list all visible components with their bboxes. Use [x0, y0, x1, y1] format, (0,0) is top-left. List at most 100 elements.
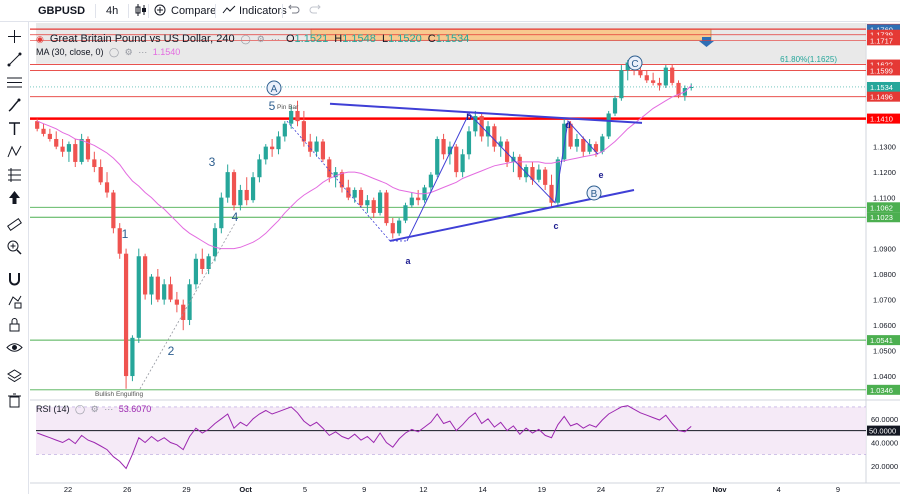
candle-body — [339, 172, 345, 188]
price-axis-label: 1.1100 — [873, 194, 895, 203]
circle-label-a: A — [271, 84, 278, 95]
candle-body — [73, 144, 78, 162]
close-value: 1.1534 — [435, 33, 470, 45]
drawing-toolbar — [0, 22, 29, 494]
candle-body — [676, 82, 681, 96]
rsi-value: 53.6070 — [118, 404, 152, 414]
eye-icon[interactable] — [6, 339, 23, 356]
bullish-engulfing-label: Bullish Engulfing — [95, 391, 143, 398]
eye-icon[interactable]: ◯ — [109, 47, 120, 57]
eye-icon[interactable]: ◯ — [75, 404, 86, 414]
candle-body — [403, 205, 408, 221]
wave-label-4: 4 — [232, 210, 239, 224]
high-value: 1.1548 — [342, 33, 376, 45]
trend-line-icon[interactable] — [6, 51, 23, 68]
indicators-icon[interactable] — [222, 3, 236, 19]
high-label: H — [334, 33, 343, 45]
candle-body — [663, 67, 668, 86]
pattern-icon[interactable] — [6, 143, 23, 160]
compare-button[interactable]: Compare — [171, 5, 217, 17]
candle-body — [79, 138, 84, 162]
indicators-button[interactable]: Indicators — [239, 5, 287, 17]
text-tool-icon[interactable] — [6, 120, 23, 137]
wave-label-2: 2 — [168, 344, 175, 358]
circle-label-c: C — [631, 59, 638, 70]
fib-retracement-icon[interactable] — [6, 74, 23, 91]
candle-body — [117, 228, 122, 254]
candle-body — [320, 141, 326, 160]
candle-body — [568, 123, 573, 147]
candle-body — [377, 192, 383, 213]
price-level-label: 1.1622 — [870, 61, 893, 70]
brush-icon[interactable] — [6, 97, 23, 114]
candle-body — [581, 138, 586, 152]
wave-label-5: 5 — [269, 99, 276, 113]
redo-icon[interactable] — [309, 3, 321, 19]
price-axis-label: 1.0500 — [873, 347, 896, 356]
lock-drawing-icon[interactable] — [6, 293, 23, 310]
price-level-badge — [867, 212, 900, 223]
candle-body — [454, 146, 459, 173]
wave-label-1: 1 — [122, 227, 129, 241]
candle-body — [485, 126, 491, 137]
settings-icon[interactable]: ⚙ — [256, 34, 265, 44]
price-level-badge — [867, 384, 900, 395]
compare-icon[interactable] — [153, 3, 167, 19]
circle-label-b-ring — [586, 185, 602, 201]
candle-body — [85, 138, 91, 160]
ma-legend: MA (30, close, 0) ◯ ⚙ ⋯ 1.1540 — [36, 47, 183, 58]
candle-body — [200, 258, 205, 269]
toolbar-divider — [282, 4, 283, 18]
ruler-icon[interactable] — [6, 216, 23, 233]
settings-icon[interactable]: ⚙ — [90, 404, 99, 414]
toolbar-divider — [148, 4, 149, 18]
more-icon[interactable]: ⋯ — [138, 47, 148, 57]
price-level-label: 1.1023 — [870, 213, 893, 222]
candle-body — [276, 136, 281, 150]
rsi-level-badge — [867, 425, 900, 436]
layers-icon[interactable] — [6, 368, 23, 385]
time-axis-label: 4 — [777, 485, 781, 494]
candle-body — [92, 159, 97, 168]
low-value: 1.1520 — [388, 33, 422, 45]
candle-body — [619, 70, 624, 99]
rsi-axis-label: 60.0000 — [871, 415, 898, 424]
candle-body — [162, 284, 167, 300]
toolbar-divider — [128, 4, 129, 18]
collapse-legend-icon[interactable]: ◉ — [36, 34, 44, 44]
settings-icon[interactable]: ⚙ — [124, 47, 133, 57]
triangle-label-d: d — [565, 120, 571, 130]
eye-icon[interactable]: ◯ — [240, 34, 251, 44]
close-label: C — [427, 33, 436, 45]
candle-body — [657, 82, 662, 86]
candle-body — [104, 182, 110, 193]
rsi-label: RSI (14) — [36, 404, 70, 414]
more-icon[interactable]: ⋯ — [104, 404, 114, 414]
candle-body — [365, 200, 370, 206]
bar-style-icon[interactable] — [135, 3, 147, 19]
symbol-button[interactable]: GBPUSD — [38, 5, 86, 17]
price-level-label: 1.1410 — [870, 115, 893, 124]
trash-icon[interactable] — [6, 392, 23, 409]
moving-average-line — [37, 85, 692, 250]
candle-body — [435, 138, 440, 175]
ma-label: MA (30, close, 0) — [36, 47, 104, 57]
magnet-icon[interactable] — [6, 270, 23, 287]
triangle-wave-path — [406, 112, 599, 242]
lock-icon[interactable] — [6, 316, 23, 333]
arrow-up-icon[interactable] — [6, 189, 23, 206]
time-axis-label: 22 — [64, 485, 72, 494]
price-level-label: 1.1717 — [870, 36, 893, 45]
candle-body — [35, 121, 40, 129]
price-level-label: 1.0346 — [870, 386, 893, 395]
zoom-in-icon[interactable] — [6, 239, 23, 256]
more-icon[interactable]: ⋯ — [270, 34, 280, 44]
price-axis-label: 1.0600 — [873, 321, 896, 330]
prediction-icon[interactable] — [6, 166, 23, 183]
interval-button[interactable]: 4h — [106, 5, 119, 17]
undo-icon[interactable] — [288, 3, 300, 19]
wave-label-3: 3 — [209, 155, 216, 169]
candle-body — [371, 200, 376, 213]
crosshair-icon[interactable] — [6, 28, 23, 45]
